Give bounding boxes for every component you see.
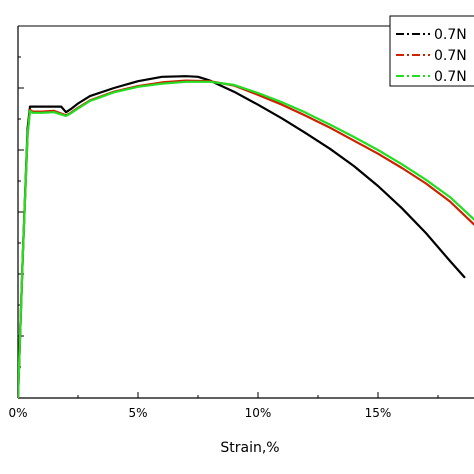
legend-box: [389, 15, 474, 87]
x-tick-label: 15%: [365, 406, 392, 420]
legend: 0.7N 0.7N 0.7N: [389, 15, 474, 87]
series-line-2: [18, 79, 474, 398]
axis-ticks: 0% 5% 10% 15%: [8, 56, 439, 420]
x-tick-label: 0%: [8, 406, 27, 420]
series-line-1: [18, 75, 466, 398]
x-axis-title: Strain,%: [220, 440, 279, 456]
series-layer: [18, 75, 474, 398]
x-tick-label: 5%: [128, 406, 147, 420]
legend-label-3: 0.7N: [434, 69, 467, 85]
legend-label-1: 0.7N: [434, 27, 467, 43]
x-tick-label: 10%: [245, 406, 272, 420]
series-line-3: [18, 80, 474, 398]
legend-label-2: 0.7N: [434, 48, 467, 64]
